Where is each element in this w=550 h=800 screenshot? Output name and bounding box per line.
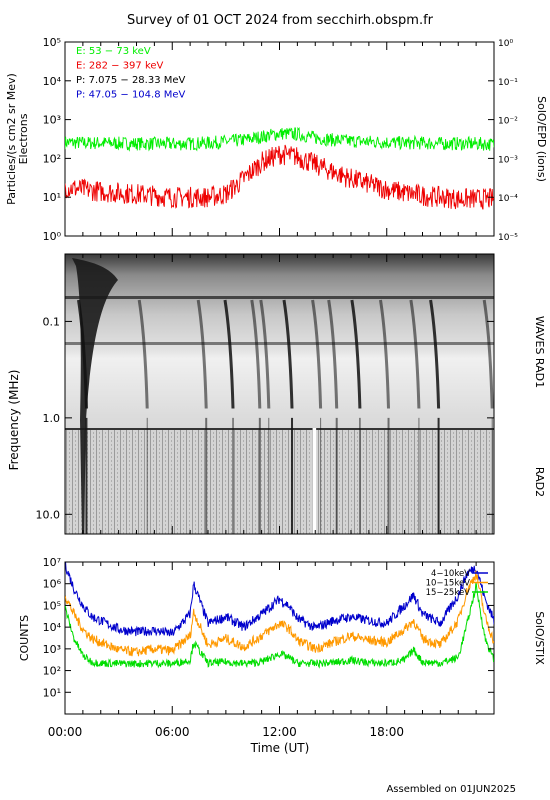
- radio-burst: [429, 299, 441, 409]
- figure-title: Survey of 01 OCT 2024 from secchirh.obsp…: [127, 13, 434, 28]
- time-axis-ticks: 00:00 06:00 12:00 18:00: [48, 42, 495, 739]
- xray-legend-entry: 10−15keV: [426, 579, 471, 589]
- particles-y2tick-label: 10⁻⁴: [498, 194, 518, 204]
- radio-burst: [350, 299, 362, 409]
- particles-y2tick-label: 10⁻⁵: [498, 233, 518, 243]
- particles-series: [65, 126, 494, 210]
- xray-ytick-label: 10⁷: [43, 556, 61, 569]
- time-tick-label: 12:00: [262, 725, 297, 739]
- particles-ylabel-right: SolO/EPD (ions): [535, 96, 548, 182]
- time-axis-label: Time (UT): [250, 741, 310, 755]
- particles-y2tick-label: 10⁻³: [498, 155, 518, 165]
- radio-burst: [223, 299, 235, 409]
- radio-background: [65, 254, 494, 428]
- xray-ylabel: COUNTS: [18, 615, 31, 661]
- radio-band-line: [65, 296, 494, 299]
- radio-panel: 0.1 1.0 10.0 Frequency (MHz) WAVES RAD1 RA…: [7, 253, 546, 535]
- time-tick-label: 18:00: [369, 725, 404, 739]
- radio-band-line-2: [65, 342, 494, 345]
- xray-ytick-label: 10⁵: [43, 599, 61, 612]
- particles-legend-entry: P: 47.05 − 104.8 MeV: [76, 90, 186, 101]
- particles-y2tick-label: 10⁻²: [498, 117, 518, 127]
- assembled-footer: Assembled on 01JUN2025: [386, 784, 516, 795]
- radio-burst: [327, 299, 339, 409]
- time-tick-label: 06:00: [155, 725, 190, 739]
- particles-ytick-label: 10⁵: [43, 36, 61, 49]
- particles-ytick-label: 10⁰: [43, 230, 62, 243]
- radio-data-gap: [312, 428, 317, 534]
- xray-ytick-label: 10⁶: [43, 578, 62, 591]
- radio-ticks: 0.1 1.0 10.0: [36, 315, 494, 521]
- particles-ylabel: Particles/(s cm2 sr Mev): [5, 73, 18, 205]
- xray-series-line: [65, 570, 494, 657]
- radio-burst: [379, 299, 390, 409]
- radio-burst: [482, 299, 494, 409]
- particles-legend: E: 53 − 73 keV E: 282 − 397 keV P: 7.075 −…: [76, 46, 186, 101]
- particles-y2tick-label: 10⁰: [498, 39, 513, 49]
- radio-burst: [282, 299, 294, 409]
- particles-ylabel-electrons: Electrons: [17, 113, 30, 164]
- radio-burst: [409, 299, 421, 409]
- radio-bursts: [72, 258, 494, 534]
- xray-ytick-label: 10³: [43, 643, 61, 656]
- radio-burst: [259, 299, 271, 409]
- radio-burst: [311, 299, 323, 409]
- particles-ytick-label: 10⁴: [43, 75, 62, 88]
- radio-label-rad1: WAVES RAD1: [533, 316, 546, 388]
- xray-ytick-label: 10²: [43, 665, 61, 678]
- xray-panel: 10¹ 10² 10³ 10⁴ 10⁵ 10⁶ 10⁷ 4−10keV10−15keV15−…: [18, 556, 546, 715]
- xray-ticks: 10¹ 10² 10³ 10⁴ 10⁵ 10⁶ 10⁷: [43, 556, 494, 699]
- xray-series-line: [65, 583, 494, 669]
- particles-legend-entry: E: 282 − 397 keV: [76, 61, 164, 72]
- xray-legend-entry: 15−25keV: [426, 588, 471, 598]
- radio-ylabel: Frequency (MHz): [7, 370, 21, 471]
- xray-legend-entry: 4−10keV: [431, 569, 470, 579]
- radio-ytick-label: 1.0: [43, 412, 61, 425]
- time-tick-label: 00:00: [48, 725, 83, 739]
- particles-ytick-label: 10³: [43, 114, 61, 127]
- radio-band-line-3: [65, 428, 494, 430]
- particles-legend-entry: E: 53 − 73 keV: [76, 46, 151, 57]
- radio-burst: [77, 299, 88, 409]
- radio-label-rad2: RAD2: [533, 467, 546, 497]
- particles-series-line: [65, 126, 494, 152]
- radio-ytick-label: 0.1: [43, 315, 61, 328]
- radio-burst: [137, 299, 149, 409]
- particles-panel: 10⁰ 10¹ 10² 10³ 10⁴ 10⁵ 10⁻⁵ 10⁻⁴ 10⁻³ 10⁻² 10⁻¹ 10…: [5, 36, 548, 243]
- particles-series-line: [65, 144, 494, 210]
- xray-series-line: [65, 562, 494, 637]
- radio-burst: [72, 258, 118, 534]
- particles-ytick-label: 10¹: [43, 191, 61, 204]
- radio-burst: [250, 299, 262, 409]
- radio-ytick-label: 10.0: [36, 508, 61, 521]
- radio-burst: [196, 299, 208, 409]
- particles-y2tick-label: 10⁻¹: [498, 78, 518, 88]
- xray-ytick-label: 10¹: [43, 686, 61, 699]
- rad2-background: [65, 428, 494, 534]
- xray-ylabel-right: SolO/STIX: [533, 611, 546, 665]
- particles-ticks: 10⁰ 10¹ 10² 10³ 10⁴ 10⁵ 10⁻⁵ 10⁻⁴ 10⁻³ 10⁻² 10⁻¹ 10…: [43, 36, 519, 243]
- particles-legend-entry: P: 7.075 − 28.33 MeV: [76, 75, 186, 86]
- particles-ytick-label: 10²: [43, 152, 61, 165]
- xray-series: [65, 562, 494, 669]
- xray-ytick-label: 10⁴: [43, 621, 62, 634]
